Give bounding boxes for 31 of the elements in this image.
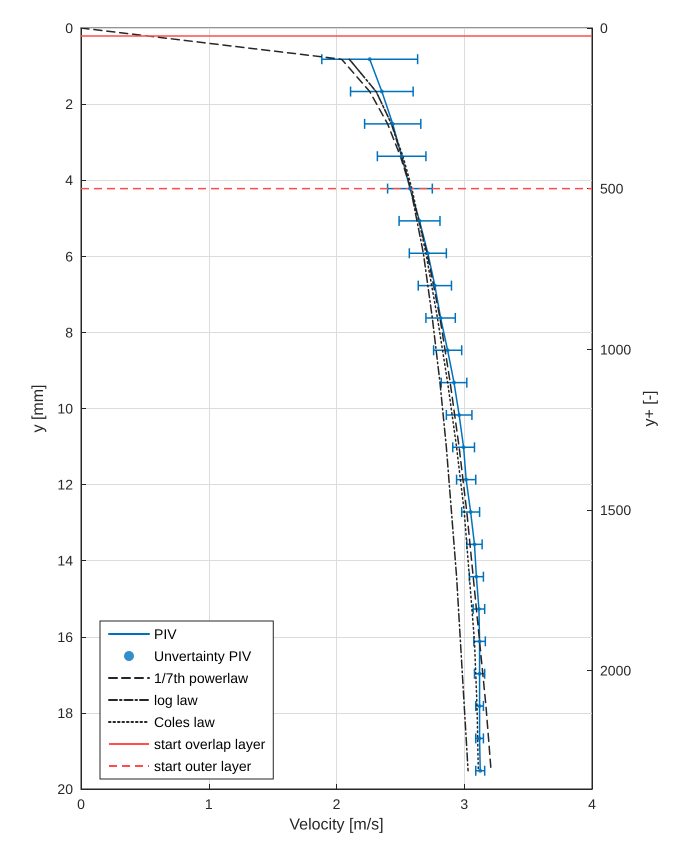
y-axis-title: y [mm] xyxy=(30,384,48,432)
y-tick-label: 8 xyxy=(65,324,74,340)
y-tick-label: 14 xyxy=(57,552,74,569)
y-tick-label: 10 xyxy=(57,400,74,416)
legend-label: Coles law xyxy=(154,714,216,730)
y2-tick-label: 1000 xyxy=(600,341,632,358)
y-tick-label: 2 xyxy=(65,96,74,112)
x-tick-label: 2 xyxy=(332,796,341,812)
y2-tick-label: 1500 xyxy=(600,502,632,518)
y-tick-label: 18 xyxy=(57,704,74,721)
x-tick-label: 0 xyxy=(77,796,86,812)
legend-label: 1/7th powerlaw xyxy=(154,670,250,686)
legend-label: log law xyxy=(154,692,198,708)
legend-label: start outer layer xyxy=(154,758,252,774)
x-tick-label: 3 xyxy=(460,796,468,812)
y-tick-label: 4 xyxy=(65,172,74,188)
y-tick-label: 12 xyxy=(57,476,74,493)
y-tick-label: 16 xyxy=(57,628,74,645)
y2-tick-label: 0 xyxy=(600,20,608,36)
legend-label: PIV xyxy=(154,626,178,642)
legend-label: Unvertainty PIV xyxy=(154,648,252,664)
x-tick-label: 1 xyxy=(204,796,213,812)
x-axis-title: Velocity [m/s] xyxy=(289,816,384,834)
y2-axis-title: y+ [-] xyxy=(642,390,659,427)
y2-tick-label: 500 xyxy=(600,180,624,197)
legend-label: start overlap layer xyxy=(154,736,266,752)
y-tick-label: 6 xyxy=(65,248,74,264)
y-tick-label: 20 xyxy=(57,781,74,797)
x-tick-label: 4 xyxy=(588,796,596,812)
y-tick-label: 0 xyxy=(65,20,74,36)
y2-tick-label: 2000 xyxy=(600,662,632,679)
